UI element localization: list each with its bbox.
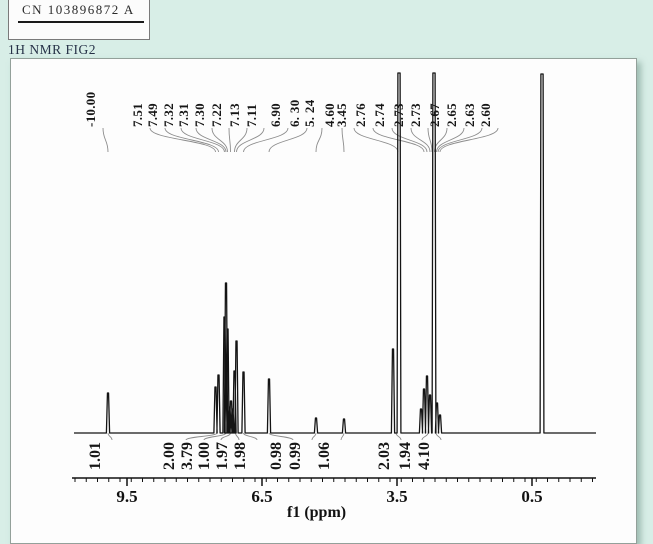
peak-shift-label: 7.51 <box>130 103 145 127</box>
leader-line <box>427 127 433 153</box>
integration-label: 1.06 <box>316 442 333 470</box>
integration-label: 0.99 <box>287 442 304 470</box>
integration-label: 1.00 <box>196 442 213 470</box>
peak-shift-label: 7.13 <box>227 103 242 127</box>
leader-line <box>395 432 402 441</box>
peak-shift-label: 2.73 <box>391 103 406 127</box>
nmr-figure-panel <box>10 58 637 544</box>
integration-label: 2.00 <box>161 442 178 470</box>
leader-line <box>234 127 248 153</box>
peak-shift-label: 6.90 <box>268 103 283 127</box>
peak-shift-label: 6. 30 <box>287 99 302 128</box>
figure-caption: 1H NMR FIG2 <box>8 42 97 57</box>
leader-line <box>340 432 345 441</box>
peak-shift-label: 2.60 <box>478 103 493 127</box>
leader-line <box>437 127 483 153</box>
leader-line <box>149 127 216 153</box>
leader-line <box>434 127 448 153</box>
leader-line <box>164 127 219 153</box>
integration-label: 4.10 <box>416 442 433 470</box>
leader-line <box>372 127 425 153</box>
peak-shift-label: 2.67 <box>427 103 442 127</box>
leader-line <box>435 432 442 441</box>
leader-line <box>439 127 499 153</box>
x-axis <box>72 477 596 486</box>
leader-line <box>228 127 231 153</box>
x-tick-label: 0.5 <box>521 487 543 506</box>
peak-shift-label: 7.22 <box>209 103 224 127</box>
leader-line <box>341 127 345 153</box>
peak-shift-label: 2.63 <box>462 103 477 127</box>
x-tick-label: 9.5 <box>116 487 138 506</box>
leader-line <box>353 127 399 153</box>
leader-lines <box>102 127 499 441</box>
leader-line <box>220 432 231 441</box>
patent-number-box: CN 103896872 A <box>8 0 150 40</box>
leader-line <box>235 432 240 441</box>
peak-shift-label: 2.65 <box>444 103 459 127</box>
peak-shift-label: 3.45 <box>334 103 349 127</box>
leader-line <box>195 127 227 153</box>
leader-line <box>311 432 317 441</box>
peak-shift-label: 7.49 <box>145 103 160 127</box>
peak-shift-label: 2.74 <box>372 103 387 127</box>
leader-line <box>268 432 294 441</box>
leader-line <box>185 432 218 441</box>
peak-shift-label: 7.31 <box>176 103 191 127</box>
leader-line <box>236 127 265 153</box>
integration-label: 1.94 <box>397 442 414 470</box>
peak-shift-label: -10.00 <box>83 91 98 127</box>
leader-line <box>391 127 428 153</box>
patent-number-text: CN 103896872 A <box>22 2 135 17</box>
integration-label: 3.79 <box>179 442 196 470</box>
peak-shift-label: 5. 24 <box>302 99 317 128</box>
leader-line <box>315 127 323 153</box>
patent-underline <box>18 21 144 23</box>
x-tick-label: 6.5 <box>251 487 273 506</box>
leader-line <box>421 432 429 441</box>
leader-line <box>180 127 225 153</box>
leader-line <box>268 127 308 153</box>
peak-shift-label: 7.32 <box>161 103 176 127</box>
leader-line <box>107 432 113 441</box>
peak-shift-label: 2.73 <box>408 103 423 127</box>
leader-line <box>243 127 289 153</box>
peak-shift-label: 7.11 <box>244 103 259 127</box>
leader-line <box>211 127 228 153</box>
integration-label: 2.03 <box>376 442 393 470</box>
peak-shift-label: 7.30 <box>192 103 207 127</box>
integration-label: 1.97 <box>214 442 231 470</box>
x-tick-label: 3.5 <box>386 487 408 506</box>
leader-line <box>243 432 258 441</box>
spectrum-trace <box>74 72 596 434</box>
leader-line <box>203 432 227 441</box>
leader-line <box>102 127 109 153</box>
integration-label: 0.98 <box>268 442 285 470</box>
integration-label: 1.01 <box>87 442 104 470</box>
leader-line <box>410 127 431 153</box>
leader-line <box>436 127 465 153</box>
integration-label: 1.98 <box>232 442 249 470</box>
x-axis-title: f1 (ppm) <box>287 504 347 521</box>
peak-shift-label: 2.76 <box>353 103 368 127</box>
